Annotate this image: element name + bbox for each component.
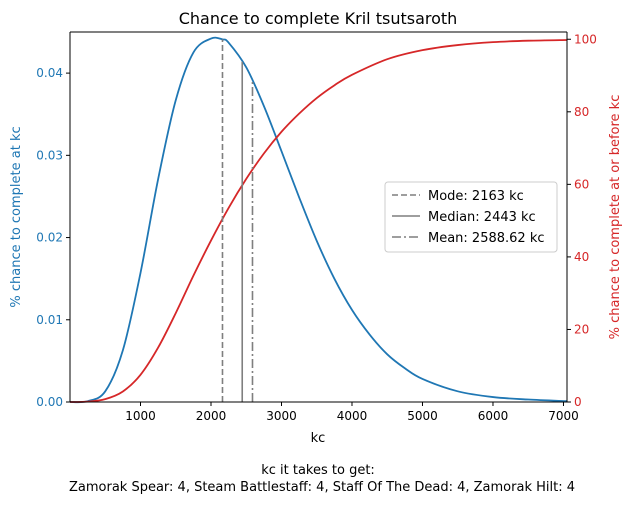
y-tick-label-left: 0.00 [36, 395, 63, 409]
cumulative-chance-line [69, 39, 568, 403]
legend-mean-label: Mean: 2588.62 kc [428, 231, 545, 246]
y-axis-label-left: % chance to complete at kc [9, 126, 24, 307]
legend-frame [384, 181, 558, 253]
y-tick-label-right: 0 [574, 395, 582, 409]
caption-line-1: kc it takes to get: [261, 463, 375, 478]
y-axis-label-right: % chance to complete at or before kc [608, 95, 623, 340]
y-tick-label-left: 0.04 [36, 66, 63, 80]
y-tick-label-right: 40 [574, 250, 589, 264]
y-tick-label-right: 100 [574, 32, 597, 46]
x-tick-label: 5000 [407, 409, 438, 423]
x-tick-label: 2000 [196, 409, 227, 423]
caption-line-2: Zamorak Spear: 4, Steam Battlestaff: 4, … [69, 480, 575, 495]
legend-median-label: Median: 2443 kc [428, 210, 536, 225]
chance-at-kc-line [69, 36, 568, 404]
y-tick-label-left: 0.02 [36, 231, 63, 245]
plot-area: 1000 2000 3000 4000 5000 6000 70000.000.010.02… [36, 31, 597, 423]
y-tick-label-left: 0.03 [36, 148, 63, 162]
x-tick-label: 4000 [337, 409, 368, 423]
legend: Mode: 2163 kc Median: 2443 kc Mean: 2588… [384, 181, 558, 253]
y-tick-label-left: 0.01 [36, 313, 63, 327]
x-tick-label: 6000 [478, 409, 509, 423]
x-axis-label: kc [311, 431, 326, 446]
legend-mode-label: Mode: 2163 kc [428, 189, 524, 204]
chart-title: Chance to complete Kril tsutsaroth [179, 9, 458, 28]
y-tick-label-right: 20 [574, 322, 589, 336]
y-tick-label-right: 60 [574, 177, 589, 191]
x-tick-label: 7000 [548, 409, 579, 423]
x-tick-label: 3000 [266, 409, 297, 423]
y-tick-label-right: 80 [574, 105, 589, 119]
x-tick-label: 1000 [125, 409, 156, 423]
